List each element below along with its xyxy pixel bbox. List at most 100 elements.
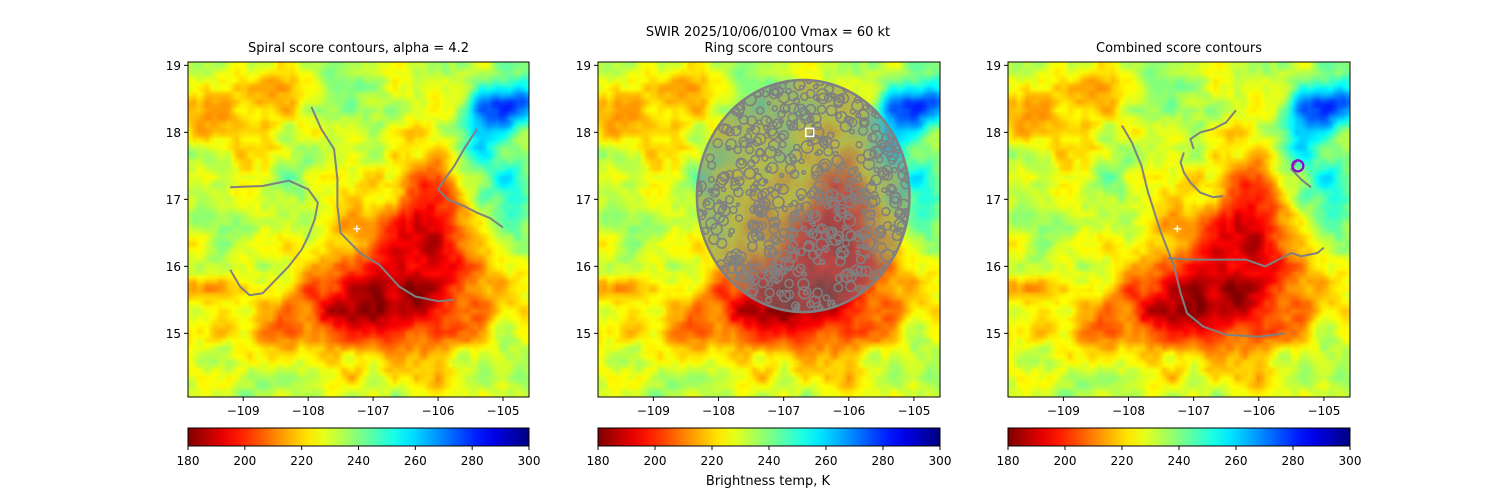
y-tick-label: 19	[986, 59, 1001, 73]
ring-contour-loop	[881, 187, 888, 194]
ring-contour-loop	[801, 169, 807, 175]
ring-contour-loop	[807, 228, 818, 239]
ring-contour-loop	[838, 162, 847, 170]
ring-contour-loop	[800, 201, 812, 213]
ring-contour-loop	[769, 269, 784, 284]
ring-contour-loop	[795, 188, 807, 200]
ring-contour-loop	[868, 179, 876, 187]
ring-contour-loop	[733, 145, 743, 155]
ring-contour-loop	[778, 140, 787, 149]
ring-contour-loop	[781, 205, 789, 213]
ring-contour-loop	[795, 263, 806, 274]
x-tick-label: −107	[357, 404, 390, 418]
ring-contour-loop	[860, 265, 872, 277]
ring-contour-loop	[773, 183, 783, 192]
ring-contour-loop	[772, 222, 779, 229]
ring-contour-loop	[816, 197, 825, 206]
ring-contour-loop	[833, 177, 840, 184]
y-tick-label: 18	[986, 126, 1001, 140]
ring-contour-loop	[832, 150, 839, 157]
ring-contour-loop	[891, 166, 898, 174]
ring-contour-loop	[737, 158, 745, 166]
ring-contour-loop	[848, 177, 856, 185]
ring-contour-loop	[834, 193, 844, 203]
ring-contour-loop	[744, 145, 755, 155]
ring-contour-loop	[778, 227, 789, 238]
ring-contour-loop	[743, 167, 756, 180]
ring-contour-loop	[852, 166, 859, 173]
ring-contour-loop	[860, 118, 869, 127]
ring-contour-loop	[813, 180, 825, 192]
ring-contour-loop	[701, 209, 708, 216]
y-tick-label: 19	[576, 59, 591, 73]
x-tick-label: −106	[422, 404, 455, 418]
ring-contour-loop	[856, 244, 862, 250]
combined-center-circle-marker	[1291, 159, 1305, 173]
x-tick-label: −105	[897, 404, 930, 418]
ring-score-contours	[695, 78, 911, 314]
ring-contour-loop	[788, 148, 803, 163]
ring-contour-loop	[819, 258, 826, 265]
ring-contour-loop	[784, 289, 795, 300]
ring-contour-loop	[835, 110, 848, 124]
ring-contour-loop	[882, 221, 893, 231]
ring-contour-loop	[792, 266, 804, 278]
x-tick-label: −107	[767, 404, 800, 418]
ring-contour-loop	[843, 214, 857, 228]
ring-contour-loop	[844, 196, 856, 209]
ring-contour-loop	[786, 265, 793, 272]
colorbar-tick-label: 220	[290, 454, 313, 468]
ring-contour-loop	[738, 114, 749, 126]
colorbar-tick-label: 260	[815, 454, 838, 468]
ring-contour-loop	[770, 189, 780, 199]
ring-contour-loop	[729, 205, 738, 215]
ring-contour-loop	[760, 268, 766, 274]
ring-contour-loop	[757, 277, 769, 289]
colorbar-gradient	[597, 427, 941, 447]
panel-title: Ring score contours	[704, 41, 833, 56]
ring-contour-loop	[784, 163, 797, 175]
ring-contour-loop	[839, 269, 854, 283]
ring-contour-loop	[857, 109, 870, 122]
y-tick-label: 16	[576, 260, 591, 274]
ring-contour-loop	[834, 166, 843, 175]
ring-contour-loop	[725, 126, 735, 137]
ring-contour-loop	[801, 271, 808, 277]
ring-contour-loop	[825, 104, 838, 117]
x-tick-label: −108	[292, 404, 325, 418]
ring-contour-loop	[868, 209, 876, 217]
ring-contour-loop	[771, 236, 781, 246]
y-tick-label: 18	[166, 126, 181, 140]
ring-contour-loop	[707, 160, 717, 170]
ring-contour-loop	[790, 301, 801, 311]
ring-contour-loop	[777, 109, 786, 119]
colorbar-tick-label: 280	[1282, 454, 1305, 468]
ring-contour-loop	[745, 189, 753, 197]
ring-contour-loop	[760, 115, 772, 127]
ring-contour-loop	[765, 296, 772, 304]
center-plus-marker	[353, 225, 361, 233]
score-contour-line	[437, 128, 504, 229]
ring-contour-loop	[789, 219, 803, 233]
ring-contour-loop	[803, 289, 809, 296]
ring-contour-loop	[789, 156, 798, 164]
ring-contour-loop	[771, 105, 779, 112]
ring-contour-loop	[746, 115, 758, 127]
colorbar: 180 200 220 240 260 280 300	[587, 427, 951, 468]
score-contour-line	[1167, 246, 1325, 268]
overlay-layer	[695, 78, 911, 314]
colorbar-gradient	[187, 427, 530, 447]
x-tick-label: −108	[702, 404, 735, 418]
ring-contour-loop	[754, 147, 765, 158]
x-tick-label: −106	[832, 404, 865, 418]
ring-contour-loop	[719, 200, 728, 209]
ring-contour-loop	[825, 188, 839, 202]
ring-contour-loop	[712, 138, 723, 149]
ring-contour-loop	[881, 206, 891, 217]
ring-contour-loop	[870, 248, 877, 255]
ring-contour-loop	[761, 154, 769, 162]
ring-contour-loop	[800, 92, 809, 101]
ring-contour-loop	[776, 289, 784, 298]
ring-contour-loop	[764, 145, 778, 159]
